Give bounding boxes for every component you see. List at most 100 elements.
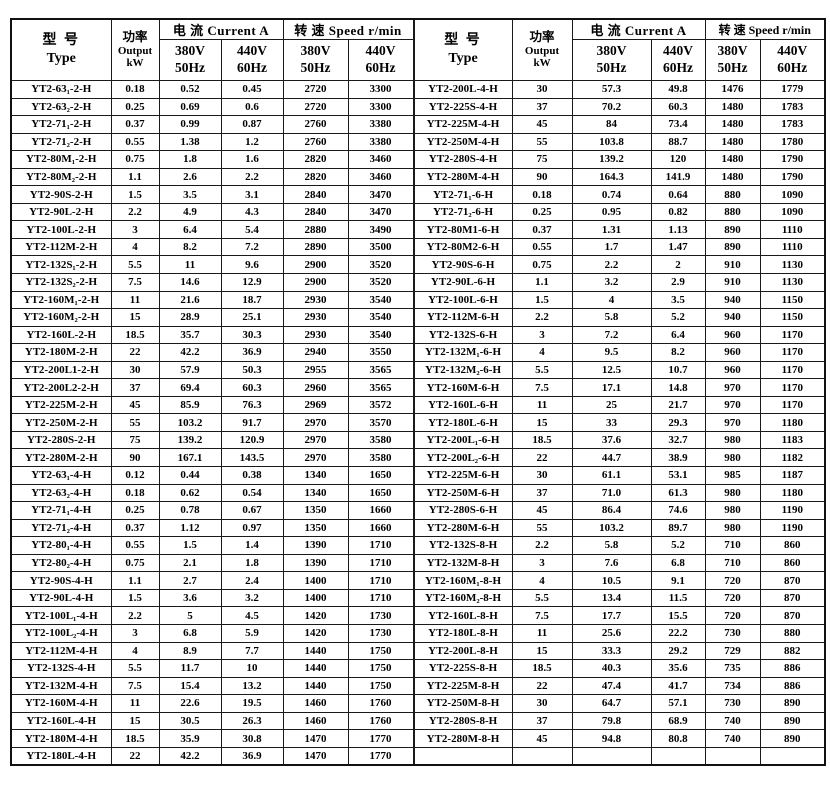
cell-type: YT2-180M-2-H [10, 343, 112, 362]
table-row: YT2-100L-6-H 1.5 4 3.5 940 1150 [413, 290, 826, 310]
cell-current-440v: 30.8 [220, 729, 284, 748]
cell-type: YT2-160L-6-H [413, 395, 513, 415]
cell-speed-440v: 1190 [759, 518, 826, 538]
cell-speed-380v: 1340 [282, 466, 349, 485]
table-row: YT2-132S₁-2-H 5.5 11 9.6 2900 3520 [10, 255, 414, 275]
cell-current-440v: 0.6 [220, 97, 284, 117]
cell-speed-380v: 2969 [282, 395, 349, 415]
cell-current-440v: 6.4 [650, 325, 706, 345]
cell-speed-440v: 1780 [759, 132, 826, 152]
cell-current-440v: 57.1 [650, 694, 706, 713]
cell-type: YT2-180M-4-H [10, 729, 112, 748]
cell-current-440v: 5.9 [220, 623, 284, 643]
table-row: YT2-100L-2-H 3 6.4 5.4 2880 3490 [10, 220, 414, 239]
cell-type: YT2-250M-2-H [10, 413, 112, 432]
voltage-380-label: 380V [175, 43, 205, 59]
power-label-zh: 功率 [122, 30, 148, 45]
cell-current-440v: 2 [650, 255, 706, 275]
cell-output-kw: 11 [110, 290, 160, 310]
cell-output-kw: 18.5 [511, 659, 573, 678]
table-row: YT2-200L1-2-H 30 57.9 50.3 2955 3565 [10, 360, 414, 380]
voltage-380-label: 380V [717, 43, 748, 59]
table-row: YT2-90L-4-H 1.5 3.6 3.2 1400 1710 [10, 588, 414, 608]
type-label-zh: 型 号 [42, 32, 80, 48]
power-unit-label: kW [533, 57, 551, 70]
cell-current-440v: 3.1 [220, 185, 284, 204]
cell-type: YT2-71₂-2-H [10, 132, 112, 152]
cell-current-440v: 0.45 [220, 80, 284, 99]
cell-speed-380v: 960 [704, 343, 761, 362]
cell-output-kw: 18.5 [110, 325, 160, 345]
cell-speed-440v: 1790 [759, 150, 826, 169]
cell-speed-380v: 2900 [282, 273, 349, 292]
cell-speed-380v: 1476 [704, 80, 761, 99]
cell-speed-440v: 3460 [347, 167, 414, 187]
cell-speed-440v: 3540 [347, 290, 414, 310]
cell-speed-380v: 1480 [704, 167, 761, 187]
cell-output-kw: 75 [511, 150, 573, 169]
cell-type: YT2-112M-2-H [10, 237, 112, 257]
table-row: YT2-250M-6-H 37 71.0 61.3 980 1180 [413, 483, 826, 503]
cell-speed-380v: 2880 [282, 220, 349, 239]
cell-current-440v: 68.9 [650, 711, 706, 731]
cell-current-440v: 5.2 [650, 308, 706, 327]
cell-output-kw: 0.37 [110, 115, 160, 134]
table-row: YT2-280M-8-H 45 94.8 80.8 740 890 [413, 729, 826, 748]
cell-speed-440v: 890 [759, 694, 826, 713]
table-row: YT2-63₂-2-H 0.25 0.69 0.6 2720 3300 [10, 97, 414, 117]
cell-current-380v: 10.5 [571, 571, 652, 590]
cell-speed-440v: 886 [759, 659, 826, 678]
cell-current-380v: 1.12 [158, 518, 222, 538]
cell-speed-380v: 2720 [282, 80, 349, 99]
table-row: YT2-160L-2-H 18.5 35.7 30.3 2930 3540 [10, 325, 414, 345]
column-header-type: 型 号 Type [413, 18, 513, 81]
cell-speed-440v: 1183 [759, 430, 826, 450]
power-unit-label: kW [126, 57, 144, 70]
table-row: YT2-100L₂-4-H 3 6.8 5.9 1420 1730 [10, 623, 414, 643]
table-row: YT2-280S-8-H 37 79.8 68.9 740 890 [413, 711, 826, 731]
table-row: YT2-160M-4-H 11 22.6 19.5 1460 1760 [10, 694, 414, 713]
cell-speed-440v: 880 [759, 623, 826, 643]
cell-speed-440v: 870 [759, 571, 826, 590]
freq-50-label: 50Hz [717, 60, 748, 75]
table-row: YT2-90L-6-H 1.1 3.2 2.9 910 1130 [413, 273, 826, 292]
motor-spec-tables: 型 号 Type 功率 Output kW 电 流 Current A 转 速 … [10, 18, 827, 766]
cell-current-380v: 85.9 [158, 395, 222, 415]
cell-current-380v: 9.5 [571, 343, 652, 362]
cell-speed-380v: 1440 [282, 659, 349, 678]
cell-output-kw: 1.5 [110, 185, 160, 204]
cell-speed-380v: 910 [704, 273, 761, 292]
cell-speed-380v: 1420 [282, 606, 349, 625]
table-row: YT2-160M-6-H 7.5 17.1 14.8 970 1170 [413, 378, 826, 397]
cell-current-440v: 3.5 [650, 290, 706, 310]
cell-speed-440v: 1170 [759, 378, 826, 397]
cell-current-440v: 12.9 [220, 273, 284, 292]
cell-current-440v: 74.6 [650, 501, 706, 520]
cell-current-380v: 64.7 [571, 694, 652, 713]
cell-speed-380v: 2840 [282, 185, 349, 204]
cell-current-440v: 3.2 [220, 588, 284, 608]
table-row: YT2-250M-8-H 30 64.7 57.1 730 890 [413, 694, 826, 713]
cell-type: YT2-132M₁-6-H [413, 343, 513, 362]
table-row: YT2-132M₂-6-H 5.5 12.5 10.7 960 1170 [413, 360, 826, 380]
cell-current-380v: 1.8 [158, 150, 222, 169]
cell-output-kw: 30 [511, 694, 573, 713]
cell-current-380v: 42.2 [158, 746, 222, 766]
cell-current-380v: 0.95 [571, 202, 652, 222]
cell-type: YT2-280M-8-H [413, 729, 513, 748]
column-header-current-440v: 440V 60Hz [220, 39, 284, 81]
cell-speed-440v: 1182 [759, 448, 826, 468]
cell-speed-440v: 860 [759, 553, 826, 573]
cell-speed-440v: 3550 [347, 343, 414, 362]
cell-type: YT2-90S-6-H [413, 255, 513, 275]
cell-output-kw: 1.1 [110, 571, 160, 590]
table-row: YT2-160M₂-8-H 5.5 13.4 11.5 720 870 [413, 588, 826, 608]
cell-speed-440v: 1110 [759, 237, 826, 257]
table-row: YT2-200L₂-6-H 22 44.7 38.9 980 1182 [413, 448, 826, 468]
freq-60-label: 60Hz [777, 60, 808, 75]
cell-speed-380v: 720 [704, 588, 761, 608]
cell-current-380v: 14.6 [158, 273, 222, 292]
cell-output-kw: 18.5 [511, 430, 573, 450]
cell-speed-440v: 1150 [759, 290, 826, 310]
cell-type [413, 746, 513, 766]
